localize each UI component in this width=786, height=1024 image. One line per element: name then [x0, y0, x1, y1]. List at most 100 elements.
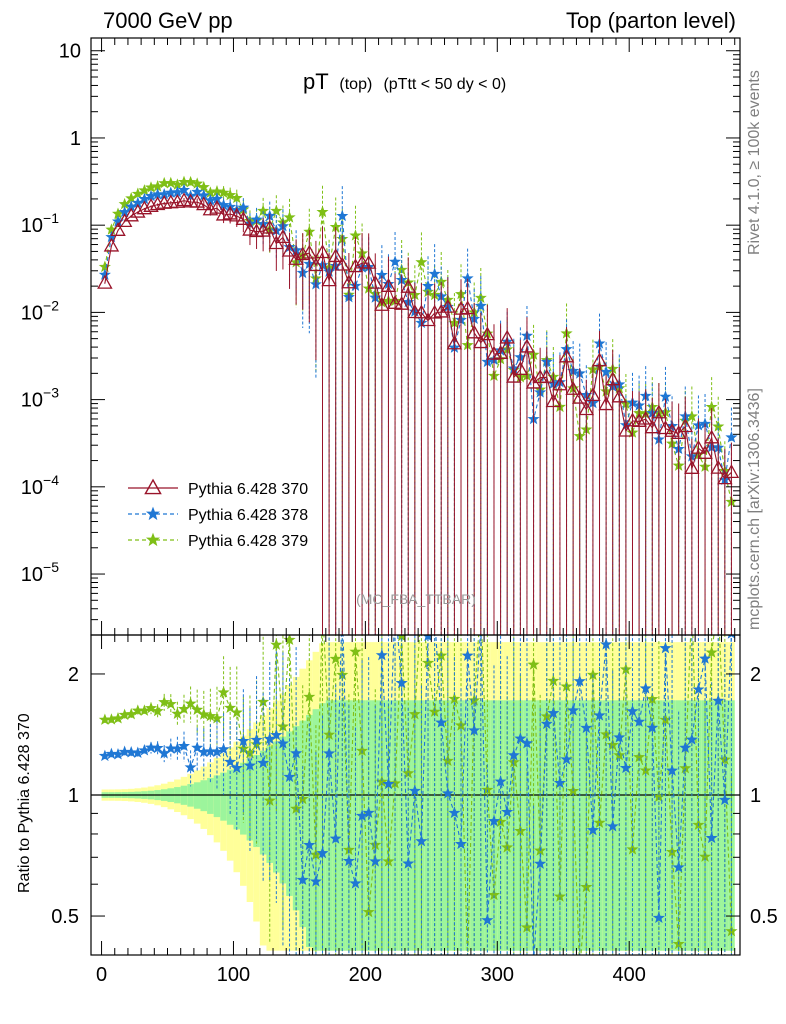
series-370-point — [367, 274, 384, 289]
series-370-point — [229, 207, 245, 222]
ratio-378-point — [382, 777, 395, 790]
legend-label-s370: Pythia 6.428 370 — [188, 481, 308, 498]
ratio-378-point — [270, 728, 283, 741]
ratio-band-inner — [312, 709, 320, 951]
ratio-378-point — [138, 744, 151, 756]
ratio-378-point — [316, 846, 329, 859]
series-370-point — [710, 459, 726, 474]
series-370-point — [618, 422, 634, 437]
series-370-point — [440, 298, 456, 313]
ratio-378-point — [290, 746, 303, 759]
ratio-378-point — [600, 638, 613, 650]
ratio-378-point — [652, 911, 665, 923]
ratio-378-point — [415, 834, 428, 847]
series-370-point — [380, 278, 397, 292]
series-370-point — [294, 246, 311, 261]
ratio-378-point — [402, 857, 415, 869]
series-370-point — [209, 199, 225, 214]
ratio-378-point — [501, 805, 514, 818]
ratio-y-axis-label: Ratio to Pythia 6.428 370 — [16, 713, 33, 893]
series-370-point — [664, 423, 680, 437]
ratio-378-point — [613, 731, 626, 743]
ratio-378-point — [435, 716, 448, 728]
ratio-378-point — [540, 717, 553, 730]
series-379-point — [283, 211, 296, 223]
ratio-band-inner — [497, 700, 504, 951]
ratio-378-point — [349, 877, 362, 889]
ratio-378-point — [547, 706, 560, 719]
ratio-378-point — [204, 745, 217, 757]
series-370-point — [591, 352, 608, 367]
series-379-point — [316, 205, 329, 218]
series-370-point — [123, 207, 139, 222]
series-370-point — [473, 334, 489, 349]
series-378-point — [421, 279, 435, 292]
ratio-379-point — [270, 638, 283, 650]
series-378-point — [428, 267, 441, 280]
rivet-version-label: Rivet 4.1.0, ≥ 100k events — [746, 70, 763, 255]
ratio-378-point — [237, 734, 250, 747]
series-370-point — [611, 388, 628, 403]
ratio-378-point — [144, 741, 158, 753]
ratio-378-point — [369, 855, 382, 867]
series-370-point — [433, 303, 449, 318]
ratio-378-point — [567, 704, 580, 716]
ratio-x-tick-label: 100 — [217, 964, 250, 986]
ratio-378-point — [184, 761, 197, 773]
axis-ticks — [91, 38, 740, 956]
energy-label: 7000 GeV pp — [103, 8, 233, 33]
main-y-tick-label: 10−5 — [21, 559, 59, 586]
legend-marker-s370 — [144, 478, 162, 495]
ratio-379-point — [151, 704, 164, 717]
series-378-point — [725, 431, 738, 443]
series-379-point — [415, 255, 428, 268]
series-370-point — [492, 345, 509, 359]
series-370-point — [347, 258, 364, 273]
legend-label-s379: Pythia 6.428 379 — [188, 533, 308, 550]
ratio-379-point — [217, 686, 230, 698]
ratio-378-point — [441, 787, 454, 799]
ratio-379-point — [144, 701, 158, 714]
series-370-point — [301, 244, 318, 259]
ratio-378-point — [712, 694, 725, 706]
ratio-379-point — [349, 645, 362, 657]
series-370-point — [130, 203, 146, 218]
process-label: Top (parton level) — [566, 8, 736, 33]
series-370-point — [446, 335, 463, 350]
series-370-point — [690, 439, 707, 454]
series-370-point — [222, 205, 238, 220]
ratio-378-point — [448, 806, 461, 819]
series-370-point — [255, 222, 271, 237]
main-y-tick-label: 10−2 — [21, 297, 59, 324]
series-370-point — [571, 389, 588, 404]
series-370-point — [341, 274, 357, 289]
series-370-point — [281, 242, 298, 257]
series-370-point — [261, 219, 278, 234]
series-370-point — [97, 274, 113, 289]
ratio-378-point — [362, 806, 375, 819]
series-378-point — [336, 209, 349, 222]
main-series-group — [97, 175, 740, 635]
ratio-378-point — [408, 784, 421, 796]
series-370-point — [196, 196, 212, 211]
ratio-379-point — [191, 703, 204, 716]
ratio-379-point — [204, 709, 217, 722]
series-370-point — [103, 237, 120, 252]
ratio-378-point — [296, 873, 309, 885]
series-370-point — [400, 278, 417, 293]
main-y-tick-label: 10−4 — [21, 472, 59, 499]
ratio-band-inner — [655, 700, 663, 951]
legend: Pythia 6.428 370 Pythia 6.428 378 Pythia 6… — [128, 478, 308, 550]
series-370-point — [288, 251, 304, 265]
ratio-378-point — [659, 641, 672, 654]
axis-tick-labels: 10 1 10−1 10−2 10−3 10−4 10−5 0 100 200 300 400 2 2 1 1… — [21, 41, 778, 986]
ratio-379-point — [230, 706, 243, 718]
ratio-379-point — [224, 701, 237, 714]
ratio-379-point — [527, 658, 540, 670]
ratio-379-point — [329, 652, 342, 664]
ratio-378-point — [323, 747, 336, 759]
series-370-point — [565, 380, 581, 395]
ratio-series-group — [98, 635, 738, 955]
ratio-y-tick-label-right: 1 — [750, 785, 761, 807]
ratio-379-point — [184, 697, 197, 709]
